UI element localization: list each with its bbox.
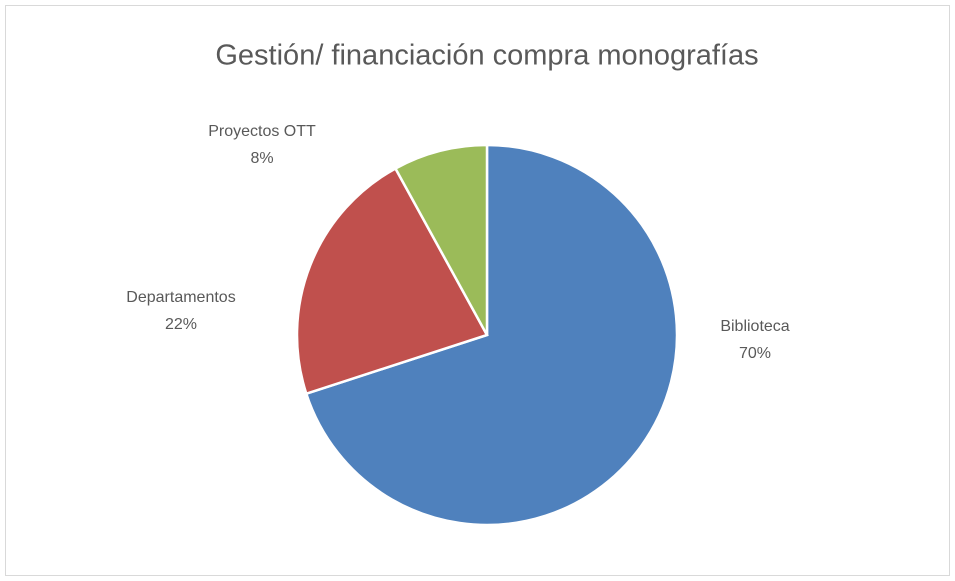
- slice-category-label: Biblioteca: [720, 318, 789, 335]
- pie-slice: [393, 143, 489, 336]
- slice-value-label: 8%: [250, 150, 273, 167]
- slice-category-label: Departamentos: [126, 289, 235, 306]
- pie-slice: [304, 143, 679, 527]
- chart-title: Gestión/ financiación compra monografías: [215, 40, 758, 72]
- slice-value-label: 70%: [739, 345, 771, 362]
- slice-category-label: Proyectos OTT: [208, 123, 316, 140]
- slice-value-label: 22%: [165, 316, 197, 333]
- pie-slice: [295, 166, 489, 396]
